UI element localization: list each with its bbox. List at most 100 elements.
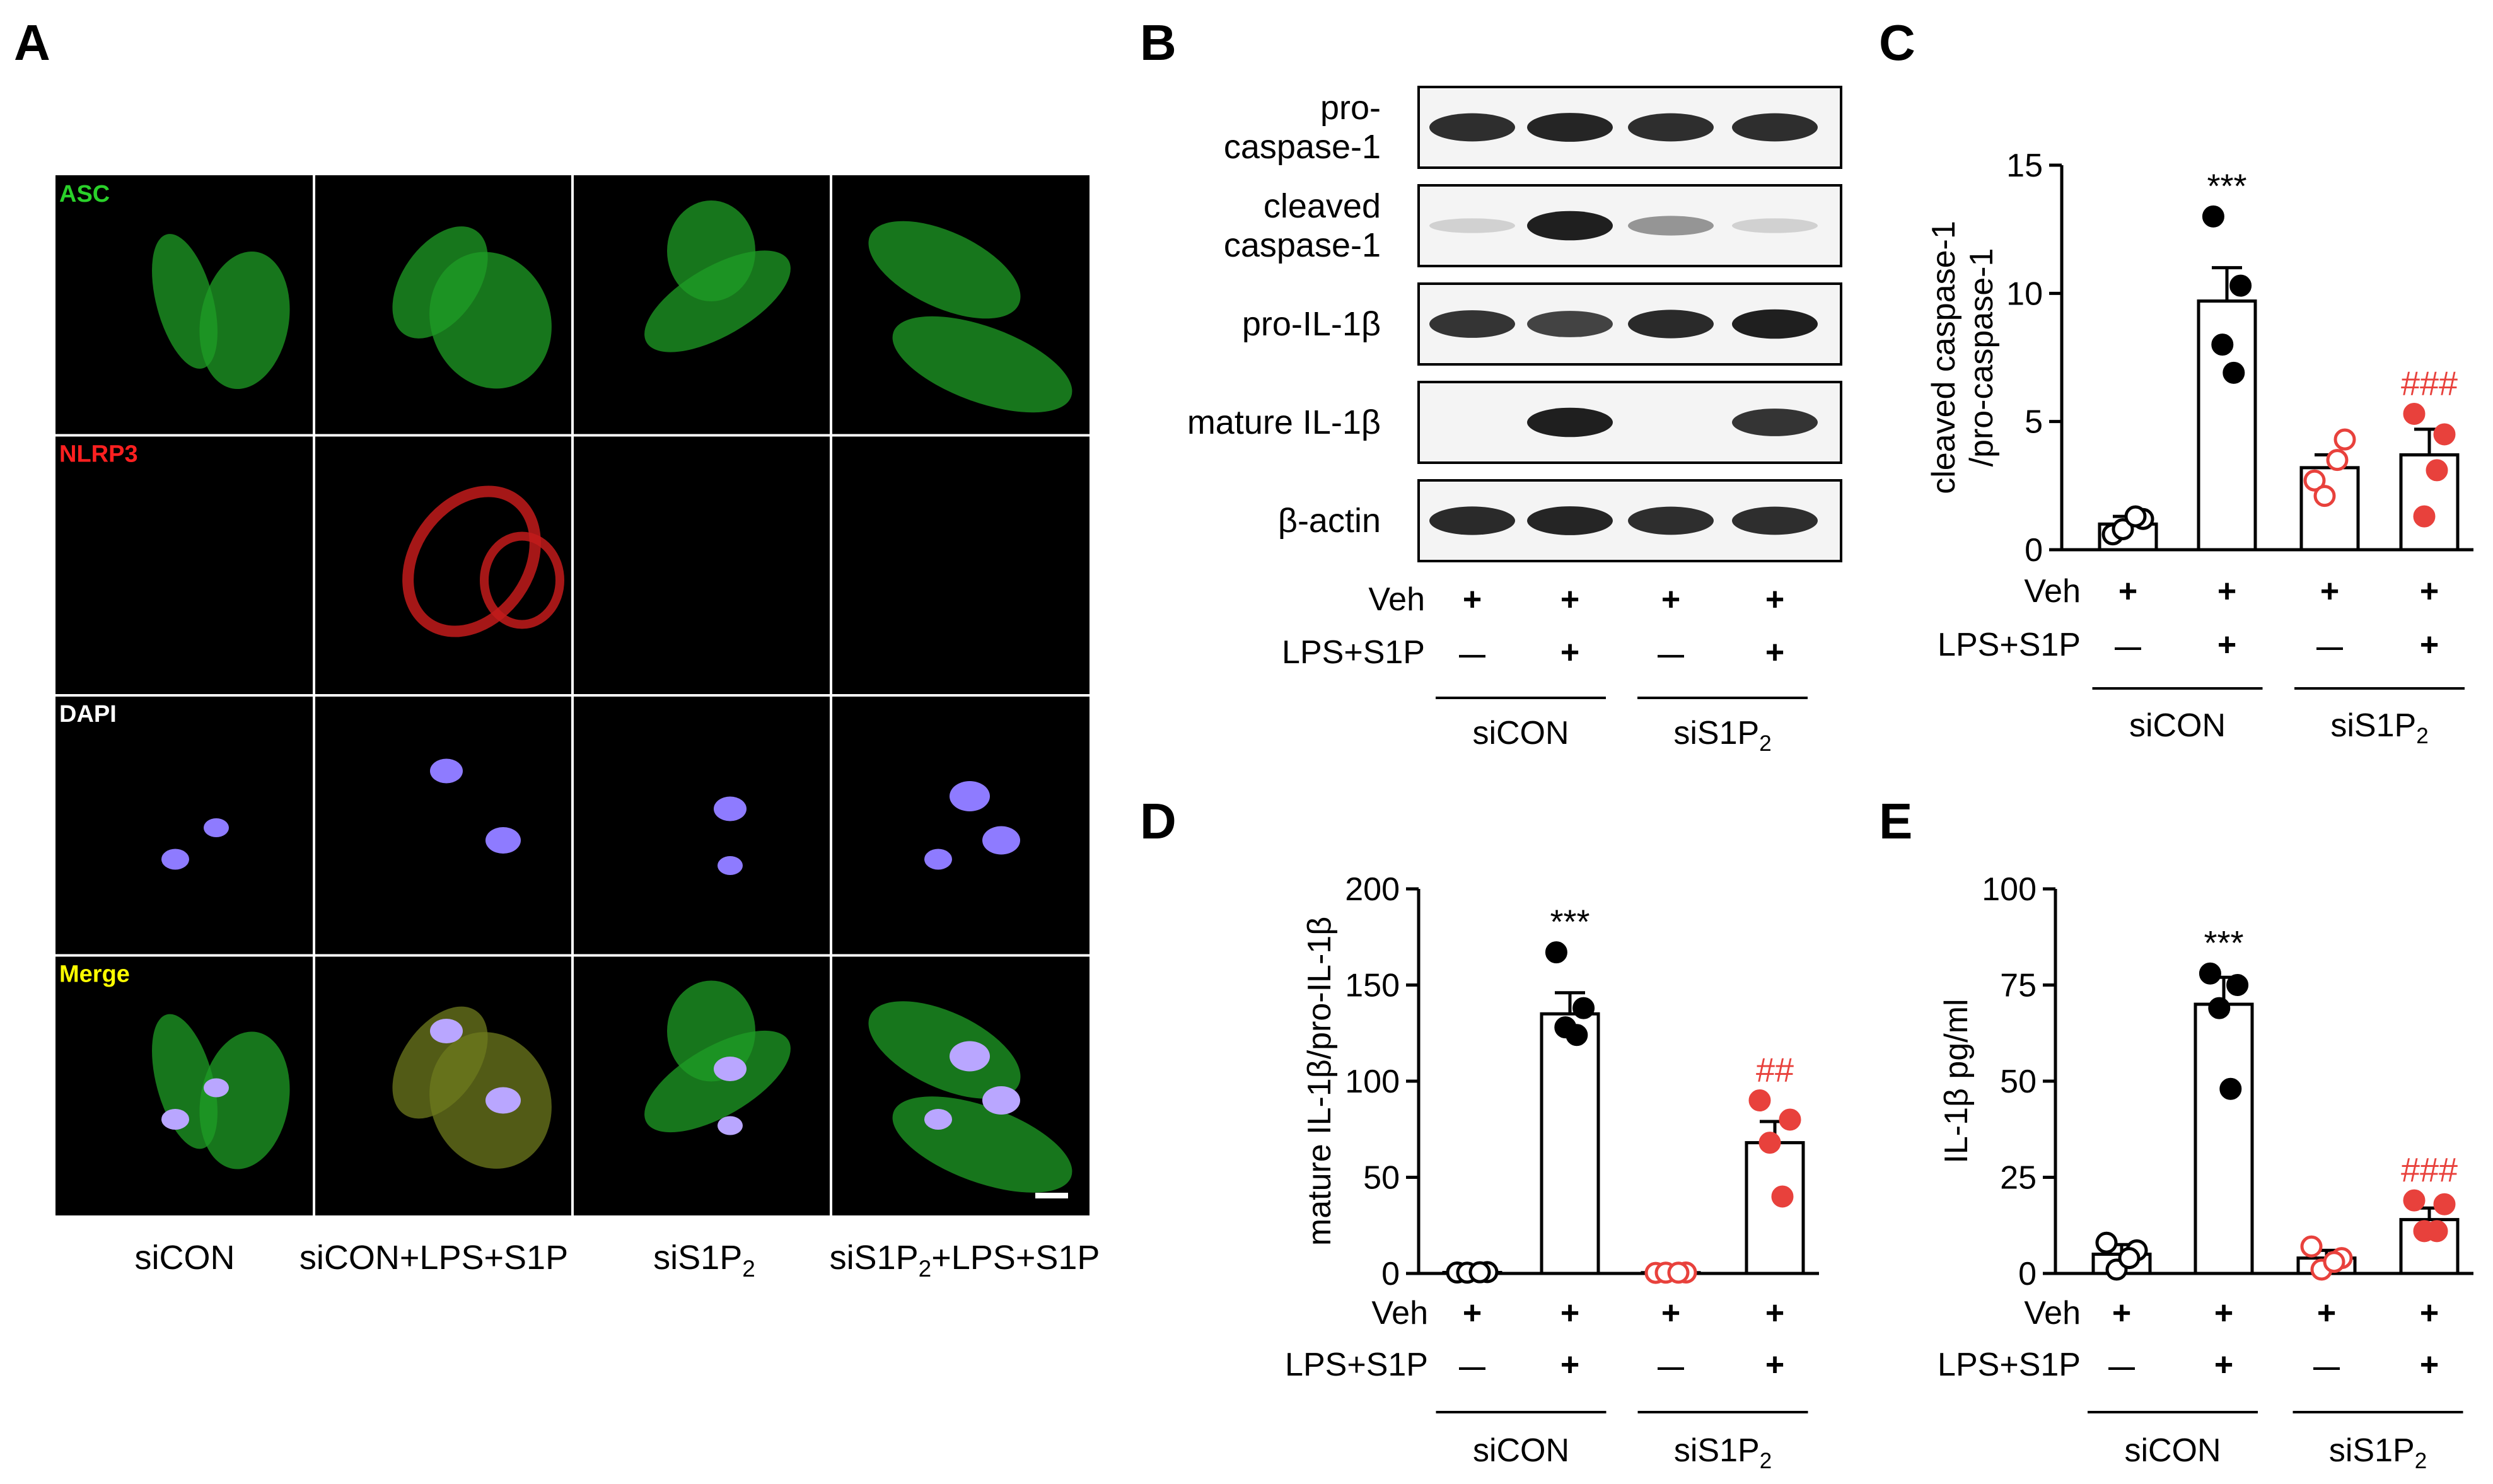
blot-band xyxy=(1628,310,1714,339)
blot-label: β-actin xyxy=(1278,502,1381,540)
veh-mark: + xyxy=(1765,1295,1784,1331)
blot-band xyxy=(1527,113,1613,142)
blot-band xyxy=(1628,113,1714,142)
asc-cell xyxy=(644,250,791,352)
veh-mark: + xyxy=(1661,581,1680,618)
y-axis-label: mature IL-1β/pro-IL-1β xyxy=(1301,917,1338,1246)
micrograph-gridlines xyxy=(55,175,1090,1215)
veh-label: Veh xyxy=(1368,581,1425,618)
veh-mark: + xyxy=(2214,1295,2233,1331)
merge-nucleus xyxy=(430,1019,463,1043)
lps-s1p-label: LPS+S1P xyxy=(1285,1347,1428,1383)
data-point xyxy=(2426,459,2448,482)
micrograph-row-labels: ASC NLRP3 DAPI Merge xyxy=(59,181,138,988)
data-point xyxy=(1779,1108,1801,1131)
panel-letter: D xyxy=(1140,793,1177,849)
merge-nucleus xyxy=(924,1109,952,1130)
veh-mark: + xyxy=(1463,1295,1482,1331)
western-blot: pro-caspase-1cleavedcaspase-1pro-IL-1βma… xyxy=(1187,86,1842,756)
group-label-sicon: siCON xyxy=(2129,707,2226,744)
lps-mark: + xyxy=(1560,634,1579,671)
data-point xyxy=(2208,997,2231,1019)
micrograph-column-labels: siCON siCON+LPS+S1P siS1P2 siS1P2+LPS+S1P xyxy=(135,1239,1100,1282)
panel-b: B pro-caspase-1cleavedcaspase-1pro-IL-1β… xyxy=(1140,14,1842,756)
dapi-nucleus xyxy=(718,856,743,875)
blot-band xyxy=(1527,407,1613,438)
y-tick-label: 15 xyxy=(2006,148,2043,184)
data-point xyxy=(2112,518,2134,540)
dapi-nucleus xyxy=(430,758,463,784)
data-point xyxy=(1545,941,1567,964)
y-tick-label: 0 xyxy=(2018,1256,2037,1292)
lps-s1p-label: LPS+S1P xyxy=(1282,634,1425,671)
data-point xyxy=(2433,1193,2456,1215)
merge-nucleus xyxy=(982,1086,1020,1115)
lps-mark: — xyxy=(2108,1352,2135,1381)
y-tick-label: 100 xyxy=(1982,871,2037,908)
lps-mark: + xyxy=(2214,1347,2233,1383)
data-point xyxy=(2326,449,2349,472)
dapi-nucleus xyxy=(924,849,952,870)
group-label-sis1p2: siS1P2 xyxy=(1674,1432,1772,1473)
blot-band xyxy=(1732,506,1818,535)
dapi-nucleus xyxy=(714,796,747,821)
significance-label: ### xyxy=(2401,364,2458,402)
blot-band xyxy=(1527,506,1613,535)
veh-mark: + xyxy=(2320,573,2339,610)
merge-cell xyxy=(868,1001,1021,1099)
merge-nucleus xyxy=(950,1041,990,1072)
blot-band xyxy=(1732,309,1818,339)
data-point xyxy=(2219,1077,2242,1100)
nlrp3-cell xyxy=(480,531,564,629)
y-axis-label: cleaved caspase-1/pro-caspase-1 xyxy=(1926,221,2000,494)
dapi-nucleus xyxy=(982,826,1020,855)
asc-cell xyxy=(892,316,1072,413)
blot-label: caspase-1 xyxy=(1224,226,1381,264)
data-point xyxy=(2300,1235,2323,1258)
scale-bar xyxy=(1035,1193,1068,1198)
veh-label: Veh xyxy=(2024,573,2081,610)
blot-band xyxy=(1429,218,1515,233)
y-tick-label: 10 xyxy=(2006,275,2043,312)
column-label: siS1P2+LPS+S1P xyxy=(830,1239,1100,1282)
veh-mark: + xyxy=(1463,581,1482,618)
blot-band xyxy=(1628,506,1714,535)
y-tick-label: 50 xyxy=(2000,1064,2037,1100)
data-point xyxy=(1758,1132,1781,1154)
row-label: Merge xyxy=(59,961,130,988)
y-tick-label: 75 xyxy=(2000,968,2037,1004)
lps-mark: + xyxy=(1560,1347,1579,1383)
veh-mark: + xyxy=(2118,573,2137,610)
chart-c: C 0 5 10 15 cleaved caspase-1/pro-caspase-1 **… xyxy=(1879,14,2473,748)
blot-band xyxy=(1527,211,1613,241)
lps-mark: — xyxy=(1459,1352,1485,1381)
data-point xyxy=(2413,505,2436,528)
veh-mark: + xyxy=(1560,581,1579,618)
group-label-sis1p2: siS1P2 xyxy=(1673,715,1771,756)
lps-mark: — xyxy=(2316,632,2343,661)
lps-mark: + xyxy=(2217,627,2236,663)
lps-mark: — xyxy=(1459,639,1485,669)
veh-mark: + xyxy=(1661,1295,1680,1331)
veh-mark: + xyxy=(2420,1295,2439,1331)
blot-band xyxy=(1429,310,1515,338)
merge-nucleus xyxy=(714,1057,747,1081)
data-point xyxy=(2313,485,2336,507)
y-tick-label: 0 xyxy=(2025,532,2043,569)
data-point xyxy=(1572,997,1595,1019)
veh-mark: + xyxy=(2217,573,2236,610)
lps-mark: — xyxy=(2115,632,2141,661)
veh-mark: + xyxy=(1560,1295,1579,1331)
merge-nucleus xyxy=(161,1109,189,1130)
data-point xyxy=(2323,1251,2345,1273)
blot-band xyxy=(1732,113,1818,142)
significance-label: *** xyxy=(2204,924,2243,962)
veh-mark: + xyxy=(1765,581,1784,618)
merge-cell xyxy=(199,1031,290,1169)
veh-mark: + xyxy=(2317,1295,2336,1331)
data-point xyxy=(2303,469,2326,492)
column-label: siS1P2 xyxy=(653,1239,755,1282)
blot-band xyxy=(1628,216,1714,236)
lps-mark: + xyxy=(1765,1347,1784,1383)
